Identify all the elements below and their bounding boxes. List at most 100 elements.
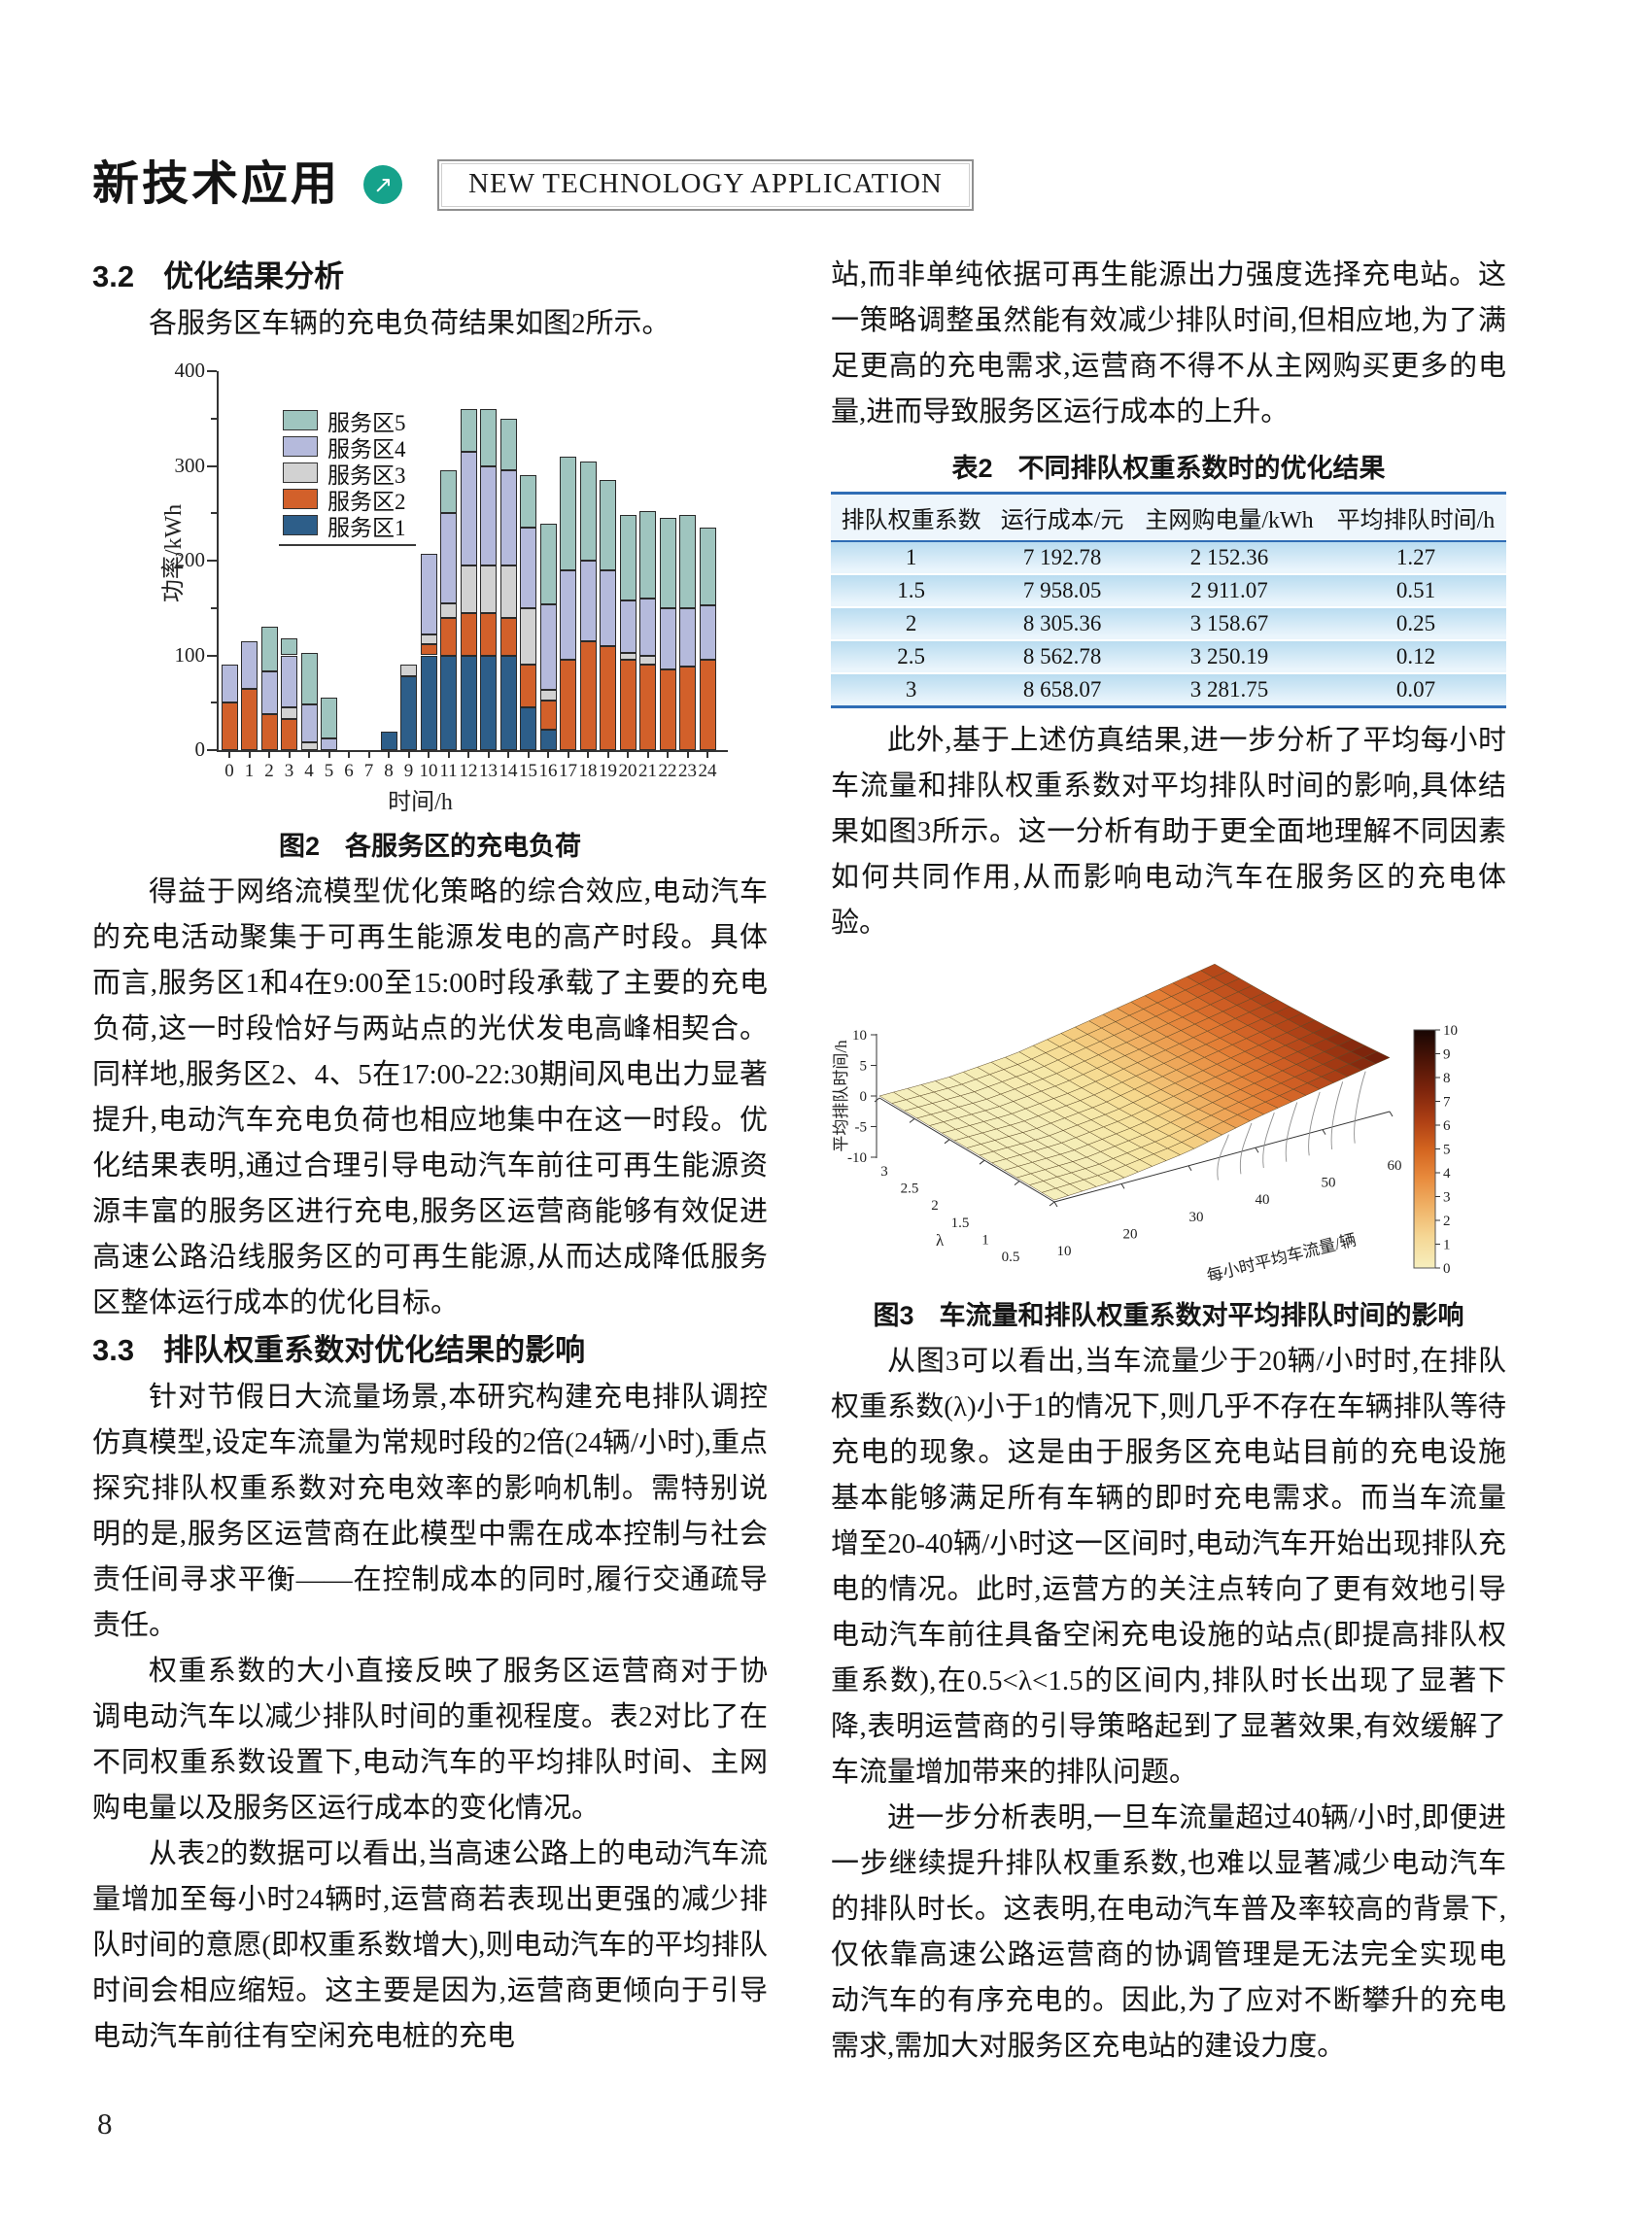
lambda-axis-title: λ bbox=[936, 1231, 945, 1250]
lambda-tick bbox=[979, 1159, 985, 1165]
lambda-axis-line bbox=[878, 1097, 1055, 1203]
y-tick bbox=[207, 654, 217, 657]
paragraph-33-1: 针对节假日大流量场景,本研究构建充电排队调控仿真模型,设定车流量为常规时段的2倍… bbox=[92, 1382, 768, 1641]
bar-segment bbox=[679, 607, 696, 668]
bar-segment bbox=[281, 637, 297, 656]
bar-segment bbox=[260, 713, 278, 750]
colorbar-tick-label: 6 bbox=[1443, 1118, 1451, 1134]
bar-segment bbox=[619, 599, 637, 653]
y-tick bbox=[207, 749, 217, 751]
contour-line bbox=[1262, 1112, 1275, 1169]
figure2-canvas: 0 100 200 300 400 0 1 2 3 4 5 6 7 8 9 10 11 12 13 14 15 16 17 1… bbox=[92, 357, 768, 825]
z-tick-label: -5 bbox=[855, 1120, 868, 1136]
colorbar-tick-label: 7 bbox=[1443, 1095, 1451, 1111]
x-tick-label: 16 bbox=[538, 761, 558, 781]
x-tick-label: 0 bbox=[224, 761, 234, 781]
paragraph-33-2: 权重系数的大小直接反映了服务区运营商对于协调电动汽车以减少排队时间的重视程度。表… bbox=[92, 1656, 768, 1824]
x-tick bbox=[367, 752, 370, 758]
table2-cell: 3 281.75 bbox=[1133, 673, 1325, 708]
bar-segment bbox=[499, 617, 517, 656]
bar-segment bbox=[600, 569, 616, 646]
figure2-caption: 图2 各服务区的充电负荷 bbox=[92, 827, 768, 866]
legend-item: 服务区2 bbox=[283, 486, 406, 514]
table2-caption-title: 不同排队权重系数时的优化结果 bbox=[1017, 454, 1386, 483]
bar-segment bbox=[659, 607, 676, 670]
bar-segment bbox=[679, 667, 696, 750]
contour-line bbox=[1308, 1091, 1321, 1156]
bar-segment bbox=[499, 655, 517, 750]
legend-swatch bbox=[283, 436, 318, 457]
table2-cell: 1.5 bbox=[831, 574, 992, 608]
figure2-y-axis-label: 功率/kWh bbox=[161, 503, 188, 603]
x-tick-label: 5 bbox=[324, 761, 334, 781]
x-tick-label: 1 bbox=[244, 761, 255, 781]
lambda-tick bbox=[1014, 1181, 1020, 1185]
x-tick-label: 2 bbox=[264, 761, 274, 781]
bar-segment bbox=[480, 465, 497, 565]
lambda-tick bbox=[1049, 1201, 1055, 1207]
x-tick bbox=[467, 752, 469, 758]
bar-segment bbox=[221, 665, 238, 703]
table2-cell: 0.51 bbox=[1325, 574, 1506, 608]
heading-title: 排队权重系数对优化结果的影响 bbox=[163, 1333, 586, 1367]
bar-segment bbox=[260, 671, 278, 714]
figure3-svg: 1050-5-10平均排队时间/h0.511.522.53λ1020304050… bbox=[832, 963, 1458, 1285]
bar-segment bbox=[560, 660, 576, 750]
table2-cell: 2.5 bbox=[831, 640, 992, 674]
section-title-en: NEW TECHNOLOGY APPLICATION bbox=[437, 158, 974, 211]
figure2-caption-title: 各服务区的充电负荷 bbox=[345, 832, 582, 861]
bar-segment bbox=[420, 655, 437, 750]
x-tick bbox=[507, 752, 509, 758]
legend-label: 服务区4 bbox=[327, 436, 406, 462]
heading-title: 优化结果分析 bbox=[163, 259, 345, 293]
bar-segment bbox=[480, 612, 497, 656]
bar-segment bbox=[241, 688, 258, 750]
x-tick bbox=[706, 752, 708, 758]
bar-segment bbox=[600, 480, 616, 570]
figure2: 0 100 200 300 400 0 1 2 3 4 5 6 7 8 9 10 11 12 13 14 15 16 17 1… bbox=[92, 357, 768, 825]
bar-segment bbox=[460, 451, 477, 565]
y-tick bbox=[207, 560, 217, 562]
x-tick bbox=[248, 752, 251, 758]
bar-segment bbox=[520, 527, 536, 608]
z-tick-label: -10 bbox=[847, 1150, 867, 1166]
figure3-caption-title: 车流量和排队权重系数对平均排队时间的影响 bbox=[939, 1301, 1464, 1330]
table2-cell: 2 bbox=[831, 607, 992, 641]
colorbar-tick-label: 8 bbox=[1443, 1071, 1451, 1086]
left-column: 3.2 优化结果分析 各服务区车辆的充电负荷结果如图2所示。 0 100 200 300… bbox=[92, 253, 768, 2060]
lambda-tick-label: 2 bbox=[931, 1198, 939, 1214]
bar-segment bbox=[579, 561, 597, 641]
table2-cell: 3 158.67 bbox=[1133, 607, 1325, 641]
flow-tick bbox=[1322, 1129, 1326, 1135]
legend-swatch bbox=[283, 515, 318, 535]
page-number: 8 bbox=[97, 2106, 113, 2140]
colorbar-tick-label: 3 bbox=[1443, 1190, 1451, 1206]
x-tick bbox=[407, 752, 410, 758]
x-tick-label: 24 bbox=[698, 761, 717, 781]
y-tick bbox=[207, 370, 217, 372]
x-tick-label: 15 bbox=[519, 761, 537, 781]
x-tick-label: 12 bbox=[459, 761, 478, 781]
paragraph-final: 进一步分析表明,一旦车流量超过40辆/小时,即便进一步继续提升排队权重系数,也难… bbox=[831, 1802, 1506, 2062]
bar-segment bbox=[400, 675, 417, 750]
x-tick bbox=[228, 752, 230, 758]
bar-segment bbox=[619, 660, 637, 750]
section-title-cn: 新技术应用 bbox=[92, 158, 341, 210]
bar-segment bbox=[539, 729, 557, 750]
legend-swatch bbox=[283, 462, 318, 483]
flow-axis-line bbox=[1053, 1111, 1391, 1203]
x-tick bbox=[527, 752, 530, 758]
x-tick-label: 10 bbox=[419, 761, 438, 781]
flow-tick-label: 30 bbox=[1189, 1210, 1204, 1225]
x-tick-label: 8 bbox=[384, 761, 394, 781]
paragraph-33-3: 从表2的数据可以看出,当高速公路上的电动汽车流量增加至每小时24辆时,运营商若表… bbox=[92, 1838, 768, 2052]
x-tick-label: 23 bbox=[678, 761, 697, 781]
table2-cell: 3 250.19 bbox=[1133, 640, 1325, 674]
lambda-tick bbox=[909, 1118, 915, 1123]
table2-cell: 8 658.07 bbox=[991, 673, 1134, 708]
flow-tick bbox=[1120, 1183, 1125, 1189]
x-tick-label: 19 bbox=[599, 761, 617, 781]
y-tick-label: 0 bbox=[194, 737, 206, 761]
contour-line bbox=[1285, 1102, 1298, 1162]
